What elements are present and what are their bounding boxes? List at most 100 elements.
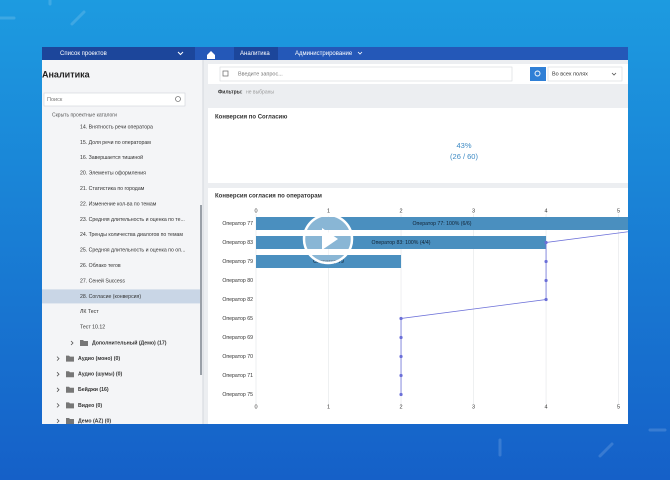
chevron	[177, 51, 184, 56]
folder-icon	[66, 371, 74, 378]
report-item[interactable]: 22. Изменение кол-ва по темам	[80, 201, 157, 207]
report-item[interactable]: Тест 10.12	[80, 325, 105, 331]
line-point	[544, 259, 548, 264]
x-tick-label: 4	[545, 208, 548, 214]
expand-chevron[interactable]	[56, 403, 60, 408]
kpi-detail: (26 / 60)	[450, 152, 478, 161]
folder-item[interactable]: Аудио (моно) (0)	[78, 356, 120, 362]
line-point	[399, 316, 403, 321]
search-box[interactable]	[43, 92, 186, 107]
project-selector-label[interactable]: Список проектов	[60, 51, 107, 57]
bar-label: Оператор 83: 100% (4/4)	[372, 240, 431, 246]
report-item[interactable]: 14. Внятность речи оператора	[80, 124, 153, 130]
search-placeholder: Поиск	[47, 97, 63, 103]
x-tick-label: 1	[327, 208, 330, 214]
kpi-value: 43%	[456, 141, 471, 150]
x-tick-label: 3	[472, 404, 475, 410]
calendar-icon[interactable]	[222, 70, 229, 77]
video-play-overlay[interactable]	[302, 213, 354, 265]
chart-title: Конверсия согласия по операторам	[215, 194, 323, 200]
line-point	[544, 240, 548, 245]
folder-item[interactable]: Видео (0)	[78, 403, 102, 409]
sidebar	[42, 60, 203, 424]
expand-chevron[interactable]	[56, 418, 60, 424]
x-tick-label: 5	[617, 208, 620, 214]
filters-label: Фильтры:	[218, 89, 243, 95]
folder-icon	[66, 386, 74, 393]
folder-item[interactable]: Бейджи (16)	[78, 386, 109, 393]
report-item[interactable]: 15. Доля речи по операторам	[80, 140, 151, 146]
chevron	[357, 51, 363, 55]
search-icon	[534, 70, 541, 77]
folder-item[interactable]: Дополнительный (Демо) (17)	[92, 339, 167, 346]
x-tick-label: 5	[617, 404, 620, 410]
y-tick-label: Оператор 69	[222, 335, 253, 341]
filters-value: не выбраны	[246, 89, 274, 95]
y-tick-label: Оператор 80	[222, 278, 253, 284]
line-point	[399, 335, 403, 340]
y-tick-label: Оператор 77	[222, 221, 253, 227]
search-icon	[175, 96, 181, 102]
project-selector[interactable]	[42, 47, 195, 60]
query-input[interactable]	[219, 66, 513, 82]
scope-label: Во всех полях	[552, 71, 588, 77]
y-tick-label: Оператор 79	[222, 259, 253, 265]
report-item[interactable]: 20. Элементы оформления	[80, 171, 146, 177]
line-point	[399, 373, 403, 378]
x-tick-label: 3	[472, 208, 475, 214]
scope-select[interactable]	[547, 66, 623, 82]
folder-icon	[80, 340, 88, 346]
x-tick-label: 0	[254, 208, 257, 214]
x-tick-label: 2	[399, 404, 402, 410]
line-point	[544, 297, 548, 302]
hide-catalogs[interactable]: Скрыть проектные каталоги	[52, 112, 117, 118]
selected-row	[42, 289, 200, 304]
expand-chevron[interactable]	[70, 340, 74, 346]
expand-chevron[interactable]	[56, 387, 60, 393]
report-item[interactable]: 21. Статистика по городам	[80, 186, 145, 192]
y-tick-label: Оператор 82	[222, 297, 253, 303]
report-item[interactable]: ЛК Тест	[80, 309, 99, 315]
y-tick-label: Оператор 65	[222, 316, 253, 322]
y-tick-label: Оператор 70	[222, 354, 253, 360]
kpi-title: Конверсия по Согласию	[215, 115, 287, 121]
bar	[256, 255, 402, 268]
y-tick-label: Оператор 71	[222, 373, 253, 379]
query-placeholder: Введите запрос...	[238, 71, 283, 77]
sidebar-title: Аналитика	[42, 69, 91, 79]
home-icon[interactable]	[207, 51, 215, 59]
chevron	[611, 72, 617, 76]
active-tab	[234, 47, 278, 60]
y-tick-label: Оператор 83	[222, 240, 253, 246]
folder-item[interactable]: Демо (AZ) (0)	[78, 418, 111, 424]
scrollbar	[200, 205, 202, 375]
folder-item[interactable]: Аудио (шумы) (0)	[78, 372, 123, 378]
expand-chevron[interactable]	[56, 356, 60, 361]
line	[400, 231, 628, 395]
play-icon	[322, 228, 338, 250]
x-tick-label: 4	[545, 404, 548, 410]
x-tick-label: 2	[399, 208, 402, 214]
report-item[interactable]: 25. Средняя длительность и оценка по оп.…	[80, 248, 185, 254]
report-item[interactable]: 26. Облако тегов	[80, 263, 121, 269]
nav-tab[interactable]: Администрирование	[295, 51, 353, 57]
kpi-panel	[208, 108, 628, 183]
search-button[interactable]	[530, 67, 546, 81]
x-tick-label: 1	[327, 404, 330, 410]
report-item[interactable]: 23. Средняя длительность и оценка по те.…	[80, 217, 185, 223]
line-point	[544, 278, 548, 283]
report-item[interactable]: 28. Согласие (конверсия)	[80, 294, 141, 300]
x-tick-label: 0	[254, 404, 257, 410]
expand-chevron[interactable]	[56, 371, 60, 377]
report-item[interactable]: 27. Сеней Success	[80, 277, 125, 284]
nav-tab[interactable]: Аналитика	[240, 51, 270, 57]
folder-icon	[66, 355, 74, 362]
folder-icon	[66, 402, 74, 409]
decoration	[0, 0, 665, 456]
bar-label: Оператор 77: 100% (6/6)	[413, 221, 472, 227]
line-point	[399, 392, 403, 397]
y-tick-label: Оператор 75	[222, 392, 253, 398]
report-item[interactable]: 16. Завершается тишиной	[80, 154, 143, 161]
report-item[interactable]: 24. Тренды количества диалогов по темам	[80, 232, 183, 238]
